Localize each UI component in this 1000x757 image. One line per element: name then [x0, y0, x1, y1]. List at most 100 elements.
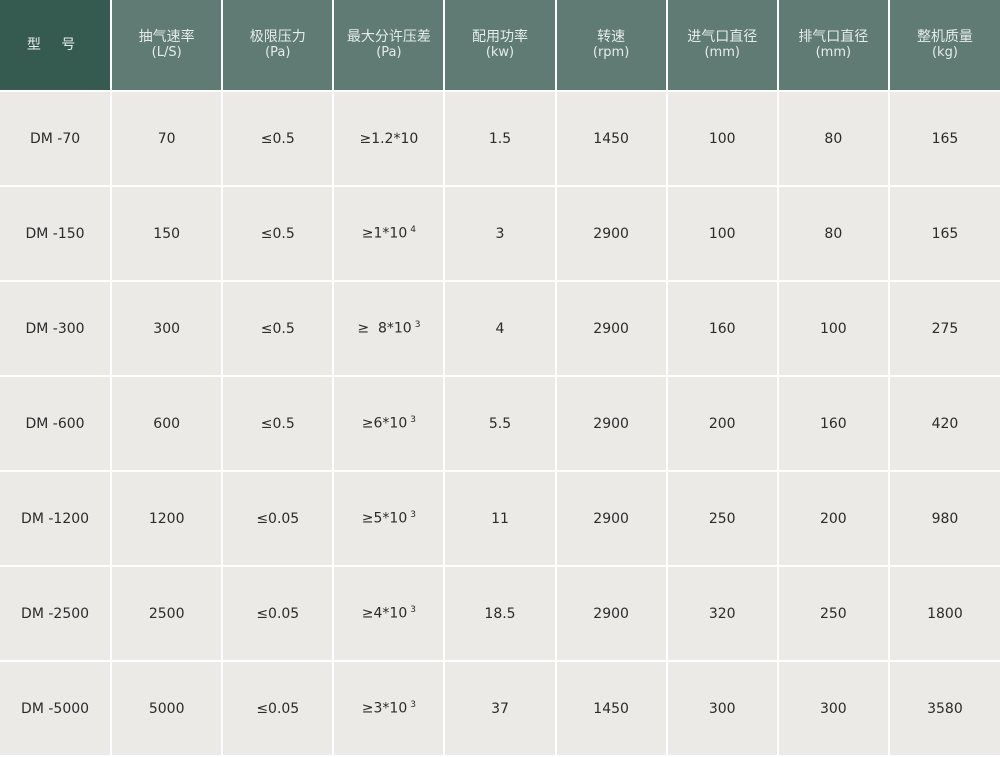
cell-speed: 1200 [110, 470, 224, 567]
rpm-value: 2900 [593, 225, 629, 242]
pressure-value: ≤0.5 [260, 225, 295, 242]
cell-rpm: 2900 [554, 280, 668, 377]
cell-speed: 150 [110, 185, 224, 282]
cell-inlet: 250 [665, 470, 779, 567]
cell-model: DM -150 [0, 185, 113, 282]
inlet-value: 300 [708, 700, 736, 717]
outlet-value: 300 [819, 700, 847, 717]
cell-power: 11 [443, 470, 557, 567]
outlet-value: 200 [819, 510, 847, 527]
inlet-value: 320 [708, 605, 736, 622]
exponent: 4 [410, 225, 416, 236]
diff-value: ≥1.2*10 [359, 130, 419, 147]
header-inlet: 进气口直径 (mm) [665, 0, 779, 92]
table-row: DM -2500 2500 ≤0.05 ≥4*10 3 18.5 2900 320 250 180… [0, 565, 1000, 662]
power-value: 37 [491, 700, 509, 717]
mass-value: 165 [931, 130, 959, 147]
cell-power: 1.5 [443, 90, 557, 187]
cell-model: DM -2500 [0, 565, 113, 662]
header-unit: (kg) [931, 45, 958, 60]
header-label: 排气口直径 [798, 29, 869, 45]
outlet-value: 80 [824, 225, 843, 242]
speed-value: 2500 [148, 605, 185, 622]
mass-value: 165 [931, 225, 959, 242]
diff-value: ≥1*10 [361, 225, 408, 242]
exponent: 3 [410, 700, 416, 711]
model-value: DM -600 [25, 415, 85, 432]
cell-model: DM -1200 [0, 470, 113, 567]
inlet-value: 160 [708, 320, 736, 337]
inlet-value: 100 [708, 130, 736, 147]
header-unit: (mm) [704, 45, 740, 60]
cell-outlet: 250 [776, 565, 890, 662]
table-row: DM -150 150 ≤0.5 ≥1*10 4 3 2900 100 80 165 [0, 185, 1000, 282]
cell-speed: 70 [110, 90, 224, 187]
header-unit: (mm) [815, 45, 852, 60]
cell-mass: 165 [887, 185, 1000, 282]
header-label: 整机质量 [916, 29, 973, 45]
cell-pressure: ≤0.05 [221, 660, 335, 757]
header-label: 抽气速率 [138, 29, 195, 45]
rpm-value: 2900 [593, 510, 629, 527]
cell-power: 4 [443, 280, 557, 377]
outlet-value: 250 [819, 605, 847, 622]
pressure-value: ≤0.5 [260, 130, 295, 147]
cell-rpm: 2900 [554, 185, 668, 282]
outlet-value: 80 [824, 130, 843, 147]
header-unit: (rpm) [592, 45, 630, 60]
cell-speed: 2500 [110, 565, 224, 662]
diff-value: ≥4*10 [361, 605, 408, 622]
diff-value: ≥5*10 [361, 510, 408, 527]
cell-inlet: 100 [665, 185, 779, 282]
header-label: 配用功率 [471, 29, 528, 45]
pressure-value: ≤0.05 [256, 605, 300, 622]
header-unit: (L/S) [151, 45, 182, 60]
cell-inlet: 100 [665, 90, 779, 187]
table-row: DM -1200 1200 ≤0.05 ≥5*10 3 11 2900 250 200 980 [0, 470, 1000, 567]
header-model: 型 号 [0, 0, 113, 92]
table-row: DM -70 70 ≤0.5 ≥1.2*10 1.5 1450 100 80 165 [0, 90, 1000, 187]
cell-model: DM -5000 [0, 660, 113, 757]
cell-speed: 5000 [110, 660, 224, 757]
speed-value: 70 [157, 130, 176, 147]
cell-speed: 600 [110, 375, 224, 472]
speed-value: 5000 [148, 700, 185, 717]
table-row: DM -600 600 ≤0.5 ≥6*10 3 5.5 2900 200 160 420 [0, 375, 1000, 472]
cell-pressure: ≤0.5 [221, 185, 335, 282]
header-power: 配用功率 (kw) [443, 0, 557, 92]
table-row: DM -5000 5000 ≤0.05 ≥3*10 3 37 1450 300 300 3580 [0, 660, 1000, 757]
cell-power: 3 [443, 185, 557, 282]
cell-outlet: 100 [776, 280, 890, 377]
cell-outlet: 80 [776, 90, 890, 187]
cell-inlet: 300 [665, 660, 779, 757]
cell-mass: 420 [887, 375, 1000, 472]
cell-outlet: 80 [776, 185, 890, 282]
cell-rpm: 2900 [554, 470, 668, 567]
mass-value: 420 [931, 415, 959, 432]
model-value: DM -1200 [21, 510, 90, 527]
mass-value: 980 [931, 510, 959, 527]
inlet-value: 200 [708, 415, 736, 432]
cell-outlet: 300 [776, 660, 890, 757]
mass-value: 275 [931, 320, 959, 337]
exponent: 3 [410, 605, 416, 616]
cell-rpm: 2900 [554, 375, 668, 472]
inlet-value: 100 [708, 225, 736, 242]
power-value: 3 [495, 225, 505, 242]
header-unit: (Pa) [265, 45, 291, 60]
cell-power: 5.5 [443, 375, 557, 472]
header-pressure: 极限压力 (Pa) [221, 0, 335, 92]
cell-outlet: 200 [776, 470, 890, 567]
exponent: 3 [410, 510, 416, 521]
power-value: 18.5 [484, 605, 516, 622]
exponent: 3 [414, 320, 421, 331]
model-value: DM -2500 [21, 605, 90, 622]
power-value: 1.5 [488, 130, 512, 147]
header-diff: 最大分许压差 (Pa) [332, 0, 446, 92]
cell-pressure: ≤0.5 [221, 375, 335, 472]
diff-value: ≥3*10 [361, 700, 408, 717]
pressure-value: ≤0.05 [256, 700, 300, 717]
power-value: 11 [491, 510, 509, 527]
mass-value: 1800 [927, 605, 963, 622]
cell-pressure: ≤0.5 [221, 280, 335, 377]
